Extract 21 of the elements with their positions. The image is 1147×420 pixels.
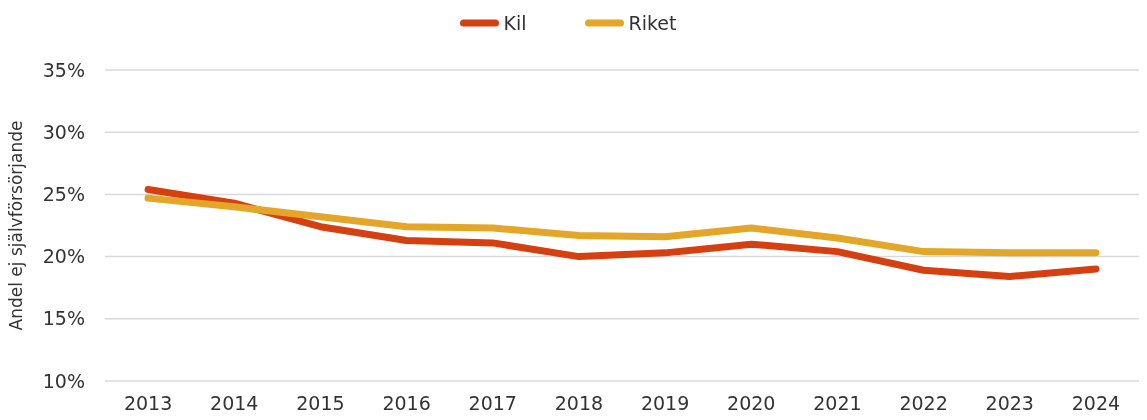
x-tick-label: 2019 (640, 392, 690, 414)
legend-label: Riket (628, 11, 677, 34)
y-axis-title: Andel ej självförsörjande (6, 120, 26, 331)
x-tick-label: 2024 (1071, 392, 1121, 414)
x-tick-label: 2018 (554, 392, 604, 414)
x-tick-label: 2015 (296, 392, 345, 414)
x-tick-label: 2016 (382, 392, 431, 414)
y-tick-label: 25% (42, 183, 85, 206)
y-tick-label: 35% (42, 58, 85, 81)
x-tick-label: 2013 (123, 392, 173, 414)
y-tick-label: 30% (42, 120, 85, 143)
x-tick-label: 2023 (985, 392, 1034, 414)
y-tick-label: 20% (42, 245, 85, 268)
x-tick-label: 2020 (727, 392, 776, 414)
x-tick-label: 2022 (899, 392, 948, 414)
x-tick-label: 2014 (210, 392, 259, 414)
x-tick-label: 2017 (468, 392, 517, 414)
y-tick-label: 10% (42, 369, 85, 392)
y-tick-label: 15% (42, 307, 85, 330)
legend-label: Kil (503, 11, 527, 34)
x-tick-label: 2021 (813, 392, 862, 414)
